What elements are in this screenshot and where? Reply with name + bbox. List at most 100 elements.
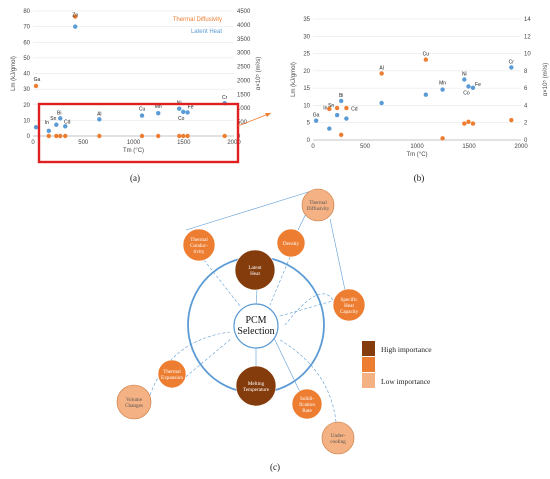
- latent-heat-point: [334, 112, 340, 118]
- thermal-expansion-node: [157, 359, 187, 389]
- element-label: In: [45, 120, 49, 126]
- caption-b: (b): [414, 173, 425, 183]
- solidification-rate-node: [291, 388, 323, 420]
- latent-heat-point: [313, 118, 319, 123]
- latent-heat-point: [338, 98, 344, 104]
- undercooling-label: Under-: [331, 433, 346, 439]
- importance-label-high: High importance: [381, 345, 432, 354]
- diffusivity-point: [379, 71, 384, 76]
- undercooling-label: cooling: [330, 439, 346, 445]
- thermal-conductivity-node: [182, 228, 216, 262]
- density-label: Density: [283, 241, 300, 247]
- pcm-selection-label: PCM: [245, 315, 266, 326]
- diffusivity-point: [462, 121, 467, 126]
- thermal-diffusivity-label: Diffusivity: [307, 205, 330, 212]
- x-tick-label: 500: [78, 140, 89, 146]
- x-tick-label: 1500: [462, 144, 476, 150]
- diffusivity-point: [344, 105, 349, 111]
- latent-heat-point: [54, 122, 59, 127]
- diffusivity-point: [58, 133, 63, 139]
- element-label: Al: [379, 65, 383, 71]
- diffusivity-point: [509, 117, 514, 123]
- diffusivity-point: [156, 133, 161, 139]
- element-label: Cd: [351, 107, 358, 113]
- diagram-connector: [269, 256, 291, 306]
- diagram-connector: [255, 289, 258, 306]
- diffusivity-point: [327, 106, 332, 112]
- latent-heat-node: [234, 249, 276, 291]
- latent-heat-point: [466, 84, 471, 89]
- element-label: Co: [178, 116, 185, 122]
- caption-a: (a): [130, 173, 140, 183]
- volume-changes-label: Changes: [125, 403, 143, 409]
- importance-swatch: [362, 373, 375, 388]
- y-tick-label: 60: [23, 40, 30, 46]
- element-label: Co: [463, 90, 470, 96]
- specific-heat-capacity-label: Specific: [341, 296, 359, 303]
- importance-label-low: Low importance: [381, 377, 431, 386]
- element-label: Cd: [64, 119, 71, 125]
- diagram-connector: [279, 339, 337, 423]
- diffusivity-point: [470, 121, 476, 126]
- y-axis-label: Lm (kJ/gmol): [291, 62, 297, 97]
- element-label: Cu: [139, 107, 146, 113]
- x-tick-label: 2000: [227, 140, 241, 146]
- y-tick-label: 20: [303, 69, 310, 75]
- y2-tick-label: 8: [524, 69, 528, 75]
- element-label: Sn: [50, 116, 56, 122]
- latent-heat-point: [462, 77, 467, 82]
- y-tick-label: 5: [307, 121, 311, 127]
- y2-tick-label: 2000: [237, 78, 251, 84]
- element-label: Al: [97, 111, 101, 117]
- y2-axis-label: α×10⁵ (m²/s): [255, 57, 262, 90]
- latent-heat-point: [440, 87, 445, 92]
- element-label: Ga: [313, 113, 320, 119]
- diffusivity-point: [63, 133, 68, 139]
- solidification-rate-label: Solidi-: [300, 396, 314, 402]
- x-tick-label: 0: [31, 140, 35, 146]
- y-tick-label: 30: [303, 34, 310, 40]
- y2-tick-label: 2: [524, 121, 528, 127]
- importance-swatch: [362, 357, 375, 372]
- latent-heat-point: [46, 128, 51, 134]
- y-tick-label: 50: [23, 56, 30, 62]
- diagram-c: PCMSelectionLatentHeatMeltingTemperature…: [116, 188, 432, 455]
- y-tick-label: 10: [23, 118, 30, 124]
- y-tick-label: 0: [27, 134, 31, 140]
- melting-temperature-label: Melting: [248, 381, 265, 387]
- y2-axis-label: α×10⁵ (m²/s): [542, 63, 549, 96]
- zoom-arrow: [237, 112, 272, 127]
- latent-heat-point: [97, 117, 102, 122]
- diffusivity-point: [97, 133, 102, 139]
- latent-heat-point: [139, 113, 145, 118]
- y-tick-label: 70: [23, 25, 30, 31]
- specific-heat-capacity-label: Heat: [344, 303, 354, 309]
- element-label: Cr: [509, 59, 515, 65]
- chart-b: 0 5 10 15 20 25 30 35 0 2 4 6 8 10 12 14 0 500 1000 1500 200…: [291, 17, 549, 158]
- element-label: Bi: [339, 93, 343, 99]
- y2-tick-label: 500: [237, 120, 248, 126]
- legend-entry: Latent Heat: [191, 29, 222, 35]
- diffusivity-point: [423, 57, 429, 62]
- element-label: Mn: [155, 104, 162, 110]
- diffusivity-point: [440, 136, 445, 141]
- diffusivity-point: [222, 133, 227, 139]
- element-label: Cr: [222, 95, 228, 101]
- y2-tick-label: 4500: [237, 9, 251, 15]
- y-tick-label: 10: [303, 103, 310, 109]
- latent-heat-point: [327, 126, 332, 131]
- thermal-conductivity-label: tivity: [194, 249, 205, 255]
- latent-heat-point: [156, 110, 161, 116]
- y-tick-label: 20: [23, 103, 30, 109]
- y2-tick-label: 4000: [237, 23, 251, 29]
- x-tick-label: 0: [311, 144, 315, 150]
- pcm-selection-label: Selection: [237, 326, 274, 337]
- thermal-diffusivity-node: [301, 188, 335, 222]
- specific-heat-capacity-node: [332, 288, 366, 322]
- element-label: Ni: [462, 72, 467, 78]
- latent-heat-point: [73, 24, 78, 29]
- x-axis-label: Tm (°C): [406, 152, 427, 158]
- x-tick-label: 500: [360, 144, 371, 150]
- diffusivity-point: [33, 83, 39, 89]
- diagram-connector: [284, 293, 334, 326]
